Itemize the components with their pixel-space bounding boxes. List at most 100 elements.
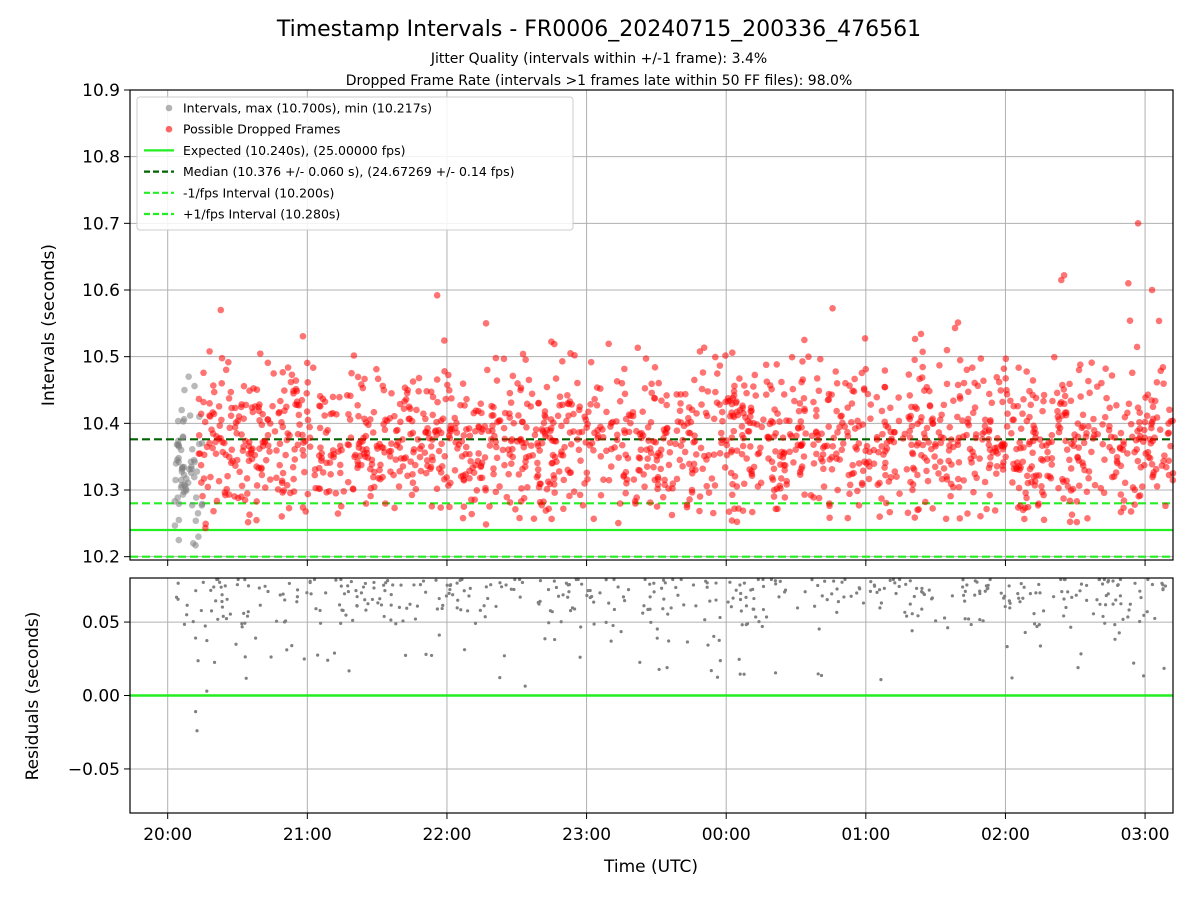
dropped-frame-point xyxy=(743,455,750,462)
residual-point xyxy=(676,593,680,597)
dropped-frame-point xyxy=(736,375,743,382)
dropped-frame-point xyxy=(212,438,219,446)
dropped-frame-point xyxy=(1062,437,1069,445)
residual-point xyxy=(1023,630,1027,635)
residual-point xyxy=(194,589,198,593)
dropped-frame-point xyxy=(411,461,419,469)
dropped-frame-point xyxy=(923,424,931,432)
residual-point xyxy=(1022,585,1026,589)
dropped-frame-point xyxy=(1167,442,1174,450)
dropped-frame-point xyxy=(460,503,468,510)
dropped-frame-point xyxy=(908,441,915,449)
dropped-frame-point xyxy=(413,406,420,414)
residual-point xyxy=(705,585,709,589)
residual-point xyxy=(285,648,289,652)
dropped-frame-point xyxy=(738,450,746,458)
intervals-plot-frame xyxy=(129,89,1174,561)
dropped-frame-point xyxy=(789,385,797,393)
interval-point xyxy=(186,412,194,419)
dropped-frame-point xyxy=(740,409,747,417)
dropped-frame-point xyxy=(910,466,918,473)
residual-point xyxy=(278,593,282,597)
residual-point xyxy=(660,586,664,590)
dropped-frame-point xyxy=(218,416,225,424)
interval-point xyxy=(180,488,188,495)
dropped-frame-point xyxy=(743,389,750,397)
dropped-frame-point xyxy=(540,419,548,427)
dropped-frame-point xyxy=(563,417,570,425)
residual-point xyxy=(1010,676,1014,680)
dropped-frame-point xyxy=(1108,473,1116,481)
residual-point xyxy=(341,608,345,613)
dropped-frame-point xyxy=(757,444,764,452)
residual-point xyxy=(813,604,817,608)
dropped-frame-point xyxy=(518,485,525,492)
dropped-frame-point xyxy=(754,483,762,490)
residual-point xyxy=(929,597,934,601)
residual-point xyxy=(318,608,322,613)
dropped-frame-point xyxy=(876,479,883,487)
residual-point xyxy=(218,580,222,584)
interval-point xyxy=(179,433,187,440)
residual-point xyxy=(1153,616,1157,621)
dropped-frame-point xyxy=(382,500,389,507)
dropped-frame-point xyxy=(329,447,337,454)
dropped-frame-point xyxy=(779,454,787,461)
residual-point xyxy=(769,577,774,582)
dropped-frame-point xyxy=(506,451,514,458)
dropped-frame-point xyxy=(1117,508,1125,516)
dropped-frame-point xyxy=(666,439,674,447)
residual-point xyxy=(543,637,547,641)
residual-point xyxy=(1146,577,1150,582)
dropped-frame-point xyxy=(893,473,900,480)
dropped-frame-point xyxy=(657,465,665,473)
dropped-frame-point xyxy=(567,441,575,448)
dropped-frame-point xyxy=(1097,484,1105,492)
dropped-frame-point xyxy=(1067,397,1075,405)
dropped-frame-point xyxy=(1136,425,1144,432)
residual-point xyxy=(287,581,291,586)
residual-point xyxy=(509,587,513,591)
dropped-frame-point xyxy=(797,418,805,425)
residual-point xyxy=(903,610,907,614)
residual-point xyxy=(382,583,386,587)
dropped-frame-point xyxy=(288,371,296,379)
dropped-frame-point xyxy=(1086,389,1093,397)
dropped-frame-point xyxy=(1134,220,1142,227)
dropped-frame-point xyxy=(936,416,944,424)
dropped-frame-point xyxy=(465,425,473,432)
dropped-frame-point xyxy=(615,454,622,461)
residual-point xyxy=(494,604,498,609)
dropped-frame-point xyxy=(406,405,414,413)
residual-point xyxy=(295,600,299,604)
dropped-frame-point xyxy=(954,475,962,483)
dropped-frame-point xyxy=(773,361,781,368)
dropped-frame-point xyxy=(429,411,437,419)
residual-point xyxy=(220,605,225,609)
dropped-frame-point xyxy=(574,436,581,443)
dropped-frame-point xyxy=(1121,479,1129,487)
dropped-frame-point xyxy=(960,379,968,387)
dropped-frame-point xyxy=(499,446,507,454)
dropped-frame-point xyxy=(1019,458,1027,466)
dropped-frame-point xyxy=(646,499,654,506)
dropped-frame-point xyxy=(867,415,874,422)
dropped-frame-point xyxy=(980,377,987,385)
dropped-frame-point xyxy=(397,455,405,462)
dropped-frame-point xyxy=(553,458,560,465)
dropped-frame-point xyxy=(828,453,836,461)
dropped-frame-point xyxy=(967,455,975,462)
dropped-frame-point xyxy=(762,361,770,369)
dropped-frame-point xyxy=(475,450,482,457)
dropped-frame-point xyxy=(1015,364,1022,372)
dropped-frame-point xyxy=(682,390,689,398)
dropped-frame-point xyxy=(397,418,404,426)
dropped-frame-point xyxy=(1090,427,1098,434)
dropped-frame-point xyxy=(556,393,564,401)
residual-point xyxy=(412,583,416,587)
dropped-frame-point xyxy=(199,492,206,500)
dropped-frame-point xyxy=(209,430,217,437)
dropped-frame-point xyxy=(854,487,861,495)
residual-point xyxy=(714,598,718,602)
dropped-frame-point xyxy=(632,500,639,507)
